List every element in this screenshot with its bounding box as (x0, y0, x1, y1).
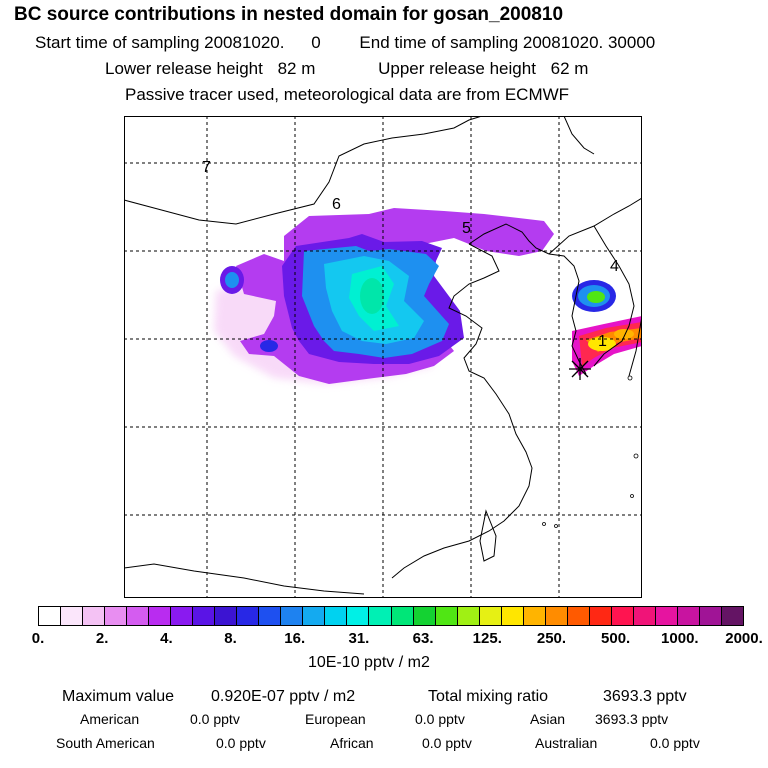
colorbar-tick-label: 2. (95, 630, 109, 647)
colorbar-segment (391, 607, 414, 625)
region-name-european: European (305, 711, 366, 727)
colorbar-segment (149, 607, 172, 625)
region-name-australian: Australian (535, 735, 598, 751)
lower-release-value: 82 m (277, 59, 316, 78)
colorbar-tick-label: 125. (472, 630, 502, 647)
region-value-american: 0.0 pptv (190, 711, 240, 727)
lower-release-label: Lower release height (105, 59, 263, 78)
region-value-australian: 0.0 pptv (650, 735, 700, 751)
colorbar-segment (61, 607, 84, 625)
colorbar-segment (83, 607, 106, 625)
region-name-south-american: South American (56, 735, 155, 751)
region-name-american: American (80, 711, 140, 727)
receptor-star-icon (569, 358, 591, 380)
region-label-5: 5 (462, 220, 471, 237)
islands (542, 375, 639, 528)
colorbar-tick-label: 1000. (661, 630, 699, 647)
max-value: 0.920E-07 pptv / m2 (211, 688, 356, 705)
colorbar-segment (347, 607, 370, 625)
colorbar-segment (457, 607, 480, 625)
sampling-start-value: 0 (311, 33, 321, 52)
region-value-european: 0.0 pptv (415, 711, 465, 727)
colorbar-segment (699, 607, 722, 625)
colorbar-segment (127, 607, 150, 625)
korea-hotspot (572, 280, 642, 376)
sampling-start-label: Start time of sampling 20081020. (35, 33, 285, 52)
colorbar-segment (633, 607, 656, 625)
total-mixing-value: 3693.3 pptv (603, 688, 687, 705)
colorbar-segment (545, 607, 568, 625)
colorbar-segment (523, 607, 546, 625)
colorbar-segment (369, 607, 392, 625)
plot-title: BC source contributions in nested domain… (14, 4, 564, 25)
colorbar-segment (325, 607, 348, 625)
colorbar-tick-label: 500. (601, 630, 631, 647)
map-frame (124, 116, 642, 598)
colorbar-segment (303, 607, 326, 625)
region-name-african: African (330, 735, 374, 751)
colorbar-segment (105, 607, 128, 625)
colorbar-tick-label: 31. (348, 630, 370, 647)
colorbar-tick-label: 8. (224, 630, 237, 647)
colorbar-tick-label: 250. (536, 630, 567, 647)
region-label-1: 1 (598, 333, 607, 350)
colorbar-segment (479, 607, 502, 625)
colorbar-segment (237, 607, 260, 625)
colorbar-segment (259, 607, 282, 625)
colorbar-segment (435, 607, 458, 625)
max-value-label: Maximum value (62, 688, 175, 705)
sampling-times: Start time of sampling 20081020. 0 End t… (35, 33, 655, 53)
plume-layer (214, 208, 554, 384)
lat-lon-grid (124, 116, 642, 598)
source-contribution-map: 7 6 5 4 1 (124, 116, 642, 598)
colorbar-segment (589, 607, 612, 625)
coastlines (124, 116, 642, 595)
colorbar-tick-label: 4. (160, 630, 173, 647)
sampling-end-label: End time of sampling 20081020. 30000 (359, 33, 656, 52)
region-value-south-american: 0.0 pptv (216, 735, 266, 751)
total-mixing-label: Total mixing ratio (428, 688, 549, 705)
colorbar-tick-label: 63. (412, 630, 434, 647)
region-label-6: 6 (332, 196, 341, 213)
colorbar (38, 606, 744, 626)
colorbar-segment (677, 607, 700, 625)
colorbar-segment (193, 607, 216, 625)
region-value-asian: 3693.3 pptv (595, 711, 669, 727)
region-value-african: 0.0 pptv (422, 735, 472, 751)
region-label-7: 7 (202, 159, 211, 176)
colorbar-segment (413, 607, 436, 625)
colorbar-segment (611, 607, 634, 625)
colorbar-segment (39, 607, 62, 625)
colorbar-segment (501, 607, 524, 625)
model-note: Passive tracer used, meteorological data… (125, 85, 570, 104)
colorbar-segment (215, 607, 238, 625)
colorbar-tick-label: 2000. (725, 630, 763, 647)
region-name-asian: Asian (530, 711, 566, 727)
colorbar-segment (567, 607, 590, 625)
colorbar-segment (721, 607, 743, 625)
region-label-4: 4 (610, 258, 619, 275)
release-heights: Lower release height 82 m Upper release … (105, 59, 588, 79)
colorbar-segment (281, 607, 304, 625)
upper-release-label: Upper release height (378, 59, 536, 78)
colorbar-tick-label: 0. (31, 630, 45, 647)
colorbar-segment (171, 607, 194, 625)
colorbar-tick-label: 16. (284, 630, 306, 647)
colorbar-unit: 10E-10 pptv / m2 (308, 654, 430, 671)
colorbar-segment (655, 607, 678, 625)
upper-release-value: 62 m (550, 59, 589, 78)
